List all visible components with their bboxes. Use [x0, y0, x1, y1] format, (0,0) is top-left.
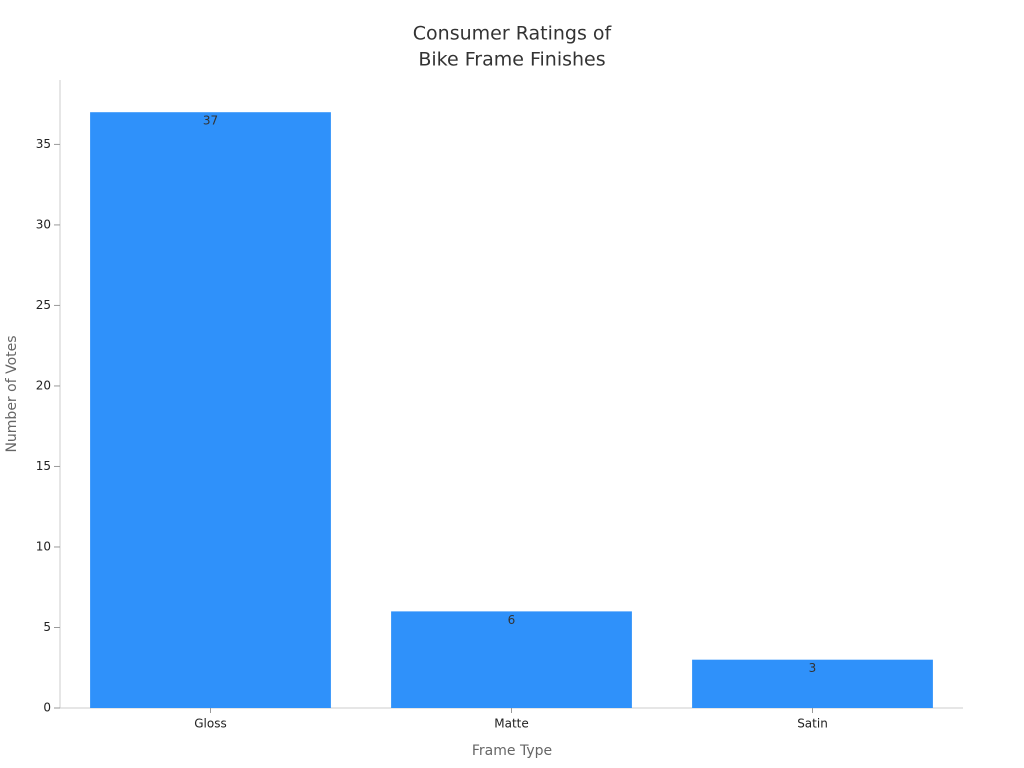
chart-title: Bike Frame Finishes	[418, 49, 605, 71]
x-tick-label: Satin	[797, 717, 828, 731]
x-axis-label: Frame Type	[472, 743, 552, 759]
y-tick-label: 30	[36, 217, 51, 231]
x-tick-label: Matte	[494, 717, 529, 731]
y-tick-label: 25	[36, 298, 51, 312]
value-label: 6	[508, 613, 516, 627]
y-tick-label: 15	[36, 459, 51, 473]
y-axis-label: Number of Votes	[4, 335, 20, 452]
y-tick-label: 20	[36, 378, 51, 392]
y-tick-label: 10	[36, 539, 51, 553]
bar	[391, 611, 632, 708]
bar	[90, 112, 331, 708]
y-tick-label: 0	[43, 701, 51, 715]
value-label: 3	[809, 661, 817, 675]
chart-title: Consumer Ratings of	[413, 23, 613, 45]
value-label: 37	[203, 114, 218, 128]
y-tick-label: 5	[43, 620, 51, 634]
x-tick-label: Gloss	[194, 717, 226, 731]
bar	[692, 659, 933, 708]
y-tick-label: 35	[36, 137, 51, 151]
